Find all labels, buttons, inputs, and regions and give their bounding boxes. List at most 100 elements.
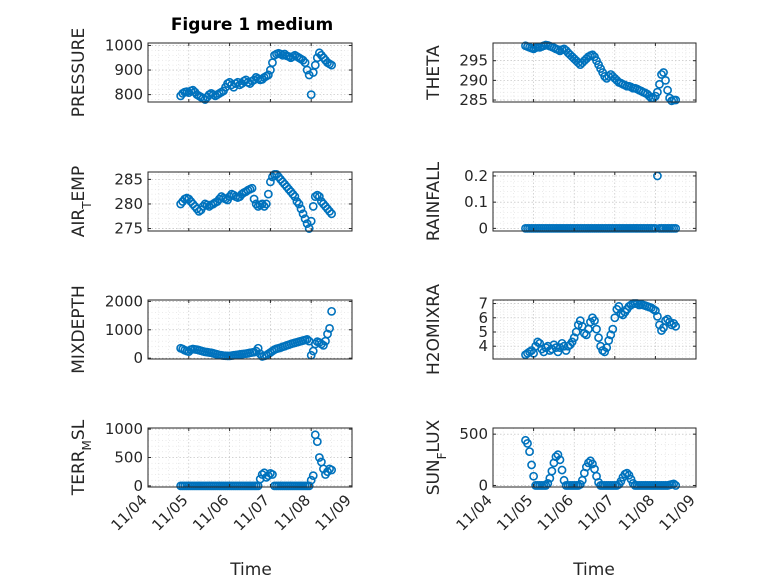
data-point: [253, 343, 263, 353]
data-point: [314, 192, 324, 201]
x-tick-label: 11/06: [189, 491, 232, 534]
y-tick-label: 7: [478, 295, 488, 313]
data-point: [296, 204, 306, 214]
data-point: [596, 341, 605, 351]
data-point: [263, 70, 273, 80]
x-tick-label: 11/05: [148, 491, 191, 534]
data-point: [263, 471, 273, 481]
data-point: [581, 330, 591, 340]
data-point: [247, 183, 257, 193]
data-point: [306, 475, 316, 485]
data-point: [312, 190, 322, 200]
data-point: [575, 316, 585, 326]
data-point: [302, 335, 312, 344]
data-point: [600, 347, 610, 357]
series-points: [176, 48, 336, 104]
data-point: [249, 194, 259, 204]
data-point: [259, 202, 269, 211]
data-point: [547, 466, 557, 476]
data-point: [292, 197, 302, 206]
data-point: [535, 338, 545, 348]
axes-frame: [492, 427, 697, 488]
data-point: [653, 311, 662, 321]
data-point: [306, 216, 316, 226]
data-point: [214, 194, 224, 204]
data-point: [327, 209, 336, 219]
data-point: [588, 50, 597, 60]
data-point: [225, 192, 234, 201]
y-tick-label: 900: [114, 61, 143, 79]
data-point: [202, 200, 212, 210]
series-points: [521, 171, 681, 233]
data-point: [529, 471, 538, 481]
x-axis-label-right: Time: [572, 560, 615, 580]
y-axis-label: H2OMIXRA: [424, 284, 444, 375]
data-point: [327, 306, 336, 316]
y-tick-label: 285: [459, 91, 488, 109]
axes-frame: [147, 171, 353, 232]
data-point: [198, 202, 208, 211]
y-tick-label: 275: [114, 220, 143, 238]
data-point: [268, 470, 277, 479]
y-axis-label: PRESSURE: [69, 28, 89, 117]
data-point: [298, 55, 308, 65]
data-point: [555, 455, 565, 465]
axes-frame: [147, 42, 353, 103]
data-point: [553, 347, 563, 357]
axes-frame: [492, 42, 697, 103]
data-point: [539, 347, 549, 357]
y-tick-label: 4: [478, 337, 488, 355]
y-tick-label: 6: [478, 309, 488, 327]
data-point: [663, 85, 672, 95]
data-point: [622, 468, 632, 478]
series-points: [176, 170, 336, 233]
series-points: [521, 299, 681, 360]
y-axis-label: SUNFLUX: [424, 419, 449, 495]
x-tick-label: 11/07: [230, 491, 273, 534]
y-tick-label: 0.2: [464, 167, 488, 185]
y-tick-label: 295: [459, 52, 488, 70]
data-point: [312, 437, 322, 447]
series-points: [521, 435, 681, 490]
data-point: [319, 340, 328, 350]
y-tick-label: 5: [478, 323, 488, 341]
y-tick-label: 2000: [105, 292, 143, 310]
data-point: [551, 343, 561, 353]
data-point: [592, 324, 601, 334]
axes-frame: [492, 171, 697, 232]
panel-rainfall: 0 0.1 0.2 RAINFALL: [424, 161, 697, 241]
data-point: [325, 206, 334, 216]
data-point: [310, 192, 320, 201]
data-point: [265, 177, 275, 187]
data-point: [657, 70, 666, 79]
data-point: [310, 339, 320, 349]
y-tick-label: 0.1: [464, 193, 488, 211]
data-point: [327, 465, 336, 475]
data-point: [671, 321, 681, 331]
data-point: [669, 479, 679, 489]
y-tick-label: 290: [459, 71, 488, 89]
panel-mixdepth: 0 1000 2000 MIXDEPTH: [69, 285, 353, 374]
data-point: [325, 323, 334, 333]
data-point: [261, 199, 271, 209]
x-tick-label: 11/09: [312, 491, 355, 534]
y-tick-label: 280: [114, 195, 143, 213]
data-point: [251, 199, 261, 209]
data-point: [588, 459, 597, 469]
data-point: [294, 199, 304, 209]
plot-area: [493, 172, 696, 231]
y-tick-label: 0: [133, 477, 143, 495]
data-point: [308, 471, 318, 481]
data-point: [671, 223, 681, 233]
data-point: [541, 481, 551, 490]
data-point: [298, 209, 308, 219]
axes-frame: [492, 299, 697, 360]
data-point: [525, 447, 534, 456]
data-point: [327, 60, 336, 70]
data-point: [586, 317, 595, 327]
x-tick-label: 11/07: [574, 491, 617, 534]
x-tick-label: 11/05: [493, 491, 536, 534]
